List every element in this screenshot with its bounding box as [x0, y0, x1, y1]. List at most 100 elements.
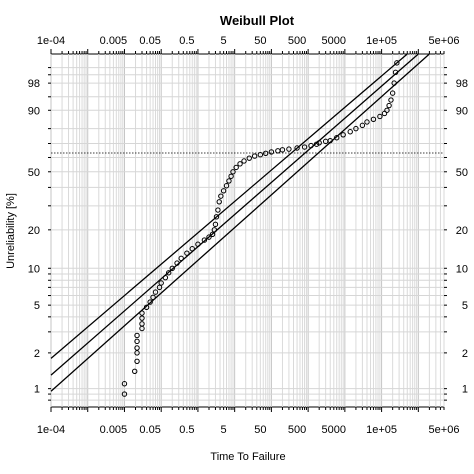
data-point [189, 246, 195, 252]
data-point [294, 145, 300, 151]
data-point [152, 289, 159, 295]
data-point [158, 280, 164, 286]
y-tick-label: 1 [462, 384, 468, 396]
y-tick-label: 98 [28, 78, 40, 90]
x-tick-label: 0.005 [100, 35, 128, 47]
x-tick-label: 1e+05 [366, 424, 397, 436]
data-point [233, 164, 239, 171]
x-tick-label: 5 [221, 35, 227, 47]
data-point [216, 199, 222, 205]
data-point [139, 321, 145, 327]
data-point [211, 227, 218, 233]
x-axis-label: Time To Failure [210, 451, 285, 463]
data-point [370, 116, 377, 122]
x-tick-label: 1e-04 [37, 35, 65, 47]
data-point [286, 146, 292, 152]
data-point [143, 304, 150, 310]
data-point [228, 173, 234, 179]
data-point [132, 368, 138, 375]
data-point [139, 310, 145, 316]
data-point [279, 147, 286, 153]
data-point [257, 151, 264, 158]
y-tick-label: 2 [462, 348, 468, 360]
x-tick-label: 5 [221, 424, 227, 436]
data-point [275, 148, 281, 154]
data-point [212, 221, 219, 228]
data-point [150, 294, 156, 301]
data-point [226, 178, 232, 184]
x-tick-label: 50 [254, 35, 266, 47]
data-point [169, 265, 175, 271]
y-tick-label: 5 [34, 300, 40, 312]
chart-title: Weibull Plot [220, 13, 295, 28]
data-point [218, 193, 224, 199]
y-axis-label: Unreliability [%] [5, 193, 17, 269]
data-point [263, 150, 269, 156]
x-tick-label: 5e+06 [429, 35, 460, 47]
grid-lines [50, 54, 445, 407]
x-tick-label: 0.05 [139, 35, 160, 47]
data-point [184, 250, 190, 256]
fit-line [50, 53, 419, 376]
y-tick-label: 1 [34, 384, 40, 396]
data-point [134, 350, 140, 356]
data-point [134, 358, 140, 364]
data-point [201, 237, 208, 243]
data-point [223, 183, 230, 189]
y-ticks: 1 1 2 2 5 5 10 10 20 20 50 50 90 90 98 98 [28, 67, 468, 401]
data-points [121, 60, 400, 397]
data-point [340, 132, 346, 138]
data-point [215, 207, 221, 213]
y-tick-label: 50 [28, 167, 40, 179]
data-point [313, 141, 320, 147]
data-point [165, 270, 172, 276]
y-tick-label: 2 [34, 348, 40, 360]
data-point [364, 119, 370, 125]
x-tick-label: 5000 [322, 424, 346, 436]
y-tick-label: 10 [456, 263, 468, 275]
fit-line [50, 53, 430, 392]
data-point [308, 142, 314, 149]
y-tick-label: 90 [28, 105, 40, 117]
data-point [386, 102, 392, 109]
x-tick-label: 500 [288, 424, 306, 436]
data-point [353, 125, 359, 132]
data-point [178, 255, 184, 262]
data-point [237, 161, 243, 167]
data-point [301, 144, 308, 150]
data-point [268, 149, 275, 155]
fit-line [50, 53, 408, 359]
data-point [391, 80, 397, 86]
data-point [134, 345, 140, 351]
data-point [230, 169, 236, 175]
data-point [209, 231, 216, 237]
data-point [121, 391, 128, 397]
fit-lines [50, 53, 430, 392]
y-tick-label: 5 [462, 300, 468, 312]
y-tick-label: 90 [456, 105, 468, 117]
x-tick-label: 5000 [322, 35, 346, 47]
data-point [347, 129, 353, 135]
data-point [213, 214, 220, 220]
data-point [388, 97, 394, 103]
data-point [134, 338, 140, 345]
data-point [389, 90, 396, 96]
x-tick-label: 5e+06 [429, 424, 460, 436]
y-tick-label: 98 [456, 78, 468, 90]
data-point [384, 107, 390, 113]
data-point [206, 234, 212, 240]
data-point [334, 135, 340, 141]
data-point [220, 188, 227, 194]
data-point [139, 315, 145, 321]
data-point [174, 260, 180, 266]
x-tick-label: 0.5 [179, 424, 194, 436]
x-tick-label: 0.5 [179, 35, 194, 47]
x-tick-label: 1e-04 [37, 424, 65, 436]
x-ticks: 1e-04 1e-04 0.005 0.005 0.05 0.05 0.5 0.5 5 5 50 50… [37, 35, 460, 436]
x-tick-label: 1e+05 [366, 35, 397, 47]
data-point [394, 60, 400, 66]
data-point [195, 241, 201, 247]
data-point [162, 274, 169, 281]
y-tick-label: 10 [28, 263, 40, 275]
